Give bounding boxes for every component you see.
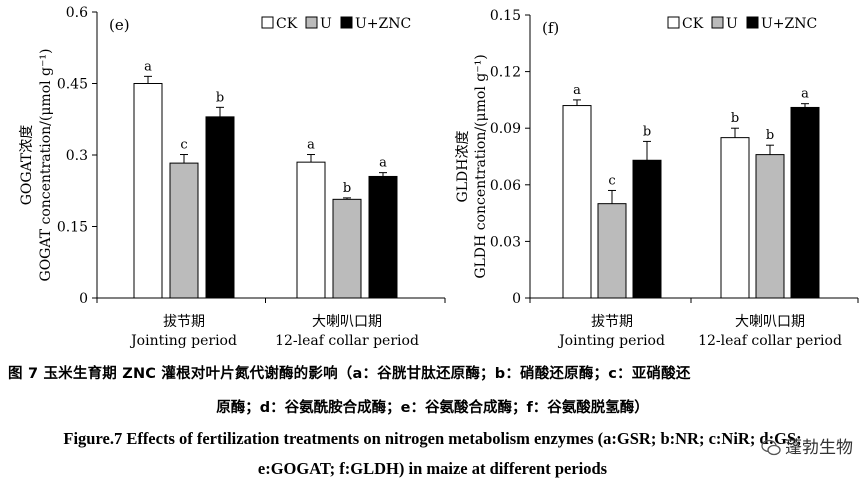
bar [169, 162, 199, 299]
y-tick-label: 0.03 [490, 234, 521, 250]
panel-label: (f) [542, 19, 559, 37]
y-tick-label: 0.3 [66, 148, 88, 164]
significance-letter: b [766, 128, 774, 143]
bar [597, 203, 627, 299]
y-axis-label-en: GOGAT concentration/(μmol g⁻¹) [38, 49, 54, 282]
legend-label: CK [682, 16, 704, 32]
legend-label: U+ZNC [355, 16, 411, 32]
x-category-label-en: Jointing period [129, 333, 237, 349]
significance-letter: a [801, 87, 809, 102]
y-tick-label: 0.6 [66, 5, 88, 21]
significance-letter: b [731, 111, 739, 126]
significance-letter: a [144, 59, 152, 74]
significance-letter: a [573, 83, 581, 98]
caption-cn-line2: 原酶；d：谷氨酰胺合成酶；e：谷氨酸合成酶；f：谷氨酸脱氢酶） [216, 400, 649, 416]
y-tick-label: 0 [512, 291, 521, 307]
legend-label: U+ZNC [761, 16, 817, 32]
y-tick-label: 0.45 [57, 77, 88, 93]
x-category-label-en: 12-leaf collar period [275, 333, 419, 349]
bar [133, 83, 163, 299]
y-tick-label: 0.09 [490, 121, 521, 137]
bar [755, 154, 785, 299]
bar [562, 105, 592, 299]
x-category-label-en: 12-leaf collar period [698, 333, 842, 349]
significance-letter: b [343, 181, 351, 196]
watermark: 蓬勃生物 [761, 433, 853, 458]
watermark-text: 蓬勃生物 [785, 438, 853, 458]
caption-en-line2: e:GOGAT; f:GLDH) in maize at different p… [257, 459, 608, 478]
legend-swatch [261, 16, 274, 29]
legend-swatch [711, 16, 724, 29]
significance-letter: b [643, 124, 651, 139]
significance-letter: a [379, 156, 387, 171]
legend-swatch [746, 16, 759, 29]
y-tick-label: 0.15 [57, 220, 88, 236]
y-axis-label-cn: GOGAT浓度 [19, 125, 35, 206]
x-category-label-cn: 拔节期 [591, 314, 633, 330]
bar [790, 106, 820, 299]
y-tick-label: 0.12 [490, 65, 521, 81]
bar [720, 137, 750, 299]
caption-cn-line1: 图 7 玉米生育期 ZNC 灌根对叶片氮代谢酶的影响（a：谷胱甘肽还原酶；b：硝… [8, 366, 691, 382]
y-axis-label-cn: GLDH浓度 [455, 131, 471, 203]
panel-label: (e) [109, 16, 130, 34]
x-category-label-cn: 拔节期 [163, 314, 205, 330]
bar [632, 159, 662, 299]
x-category-label-cn: 大喇叭口期 [735, 314, 805, 330]
significance-letter: c [608, 173, 615, 188]
significance-letter: a [307, 138, 315, 153]
caption-en-line1: Figure.7 Effects of fertilization treatm… [63, 429, 802, 448]
legend-swatch [667, 16, 680, 29]
significance-letter: b [216, 90, 224, 105]
y-tick-label: 0.15 [490, 8, 521, 24]
significance-letter: c [180, 138, 187, 153]
x-category-label-en: Jointing period [557, 333, 665, 349]
legend-label: U [320, 16, 332, 32]
x-category-label-cn: 大喇叭口期 [312, 314, 382, 330]
bar [205, 116, 235, 299]
y-tick-label: 0.06 [490, 178, 521, 194]
bar [368, 175, 398, 299]
bar [296, 161, 326, 299]
y-axis-label-en: GLDH concentration/(μmol g⁻¹) [473, 54, 489, 278]
legend-label: CK [276, 16, 298, 32]
figure-charts: 0 0.15 0.3 0.45 0.6 GOGAT浓度 GOGAT concentratio… [19, 5, 859, 349]
legend-swatch [340, 16, 353, 29]
legend-swatch [305, 16, 318, 29]
legend-label: U [726, 16, 738, 32]
y-tick-label: 0 [79, 291, 88, 307]
bar [332, 198, 362, 299]
wechat-icon [761, 439, 781, 456]
